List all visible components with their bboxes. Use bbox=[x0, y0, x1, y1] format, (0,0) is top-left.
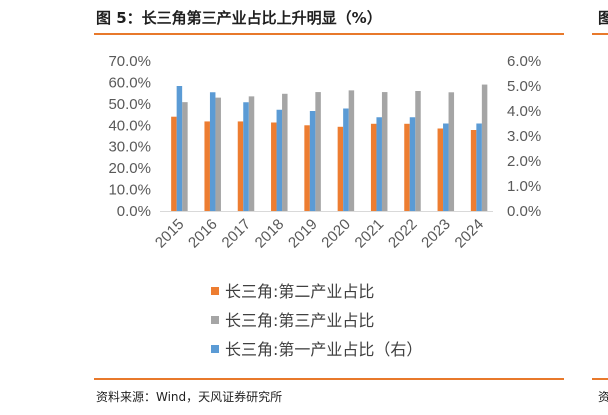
next-figure-source-divider bbox=[592, 378, 608, 380]
bar-tertiary-2023 bbox=[448, 92, 455, 211]
bar-primary-2017 bbox=[243, 102, 249, 211]
bar-secondary-2023 bbox=[437, 128, 444, 211]
legend-swatch bbox=[211, 287, 219, 295]
x-tick-label: 2020 bbox=[318, 216, 354, 252]
bar-primary-2024 bbox=[476, 123, 482, 211]
bar-secondary-2017 bbox=[237, 121, 244, 211]
bar-primary-2023 bbox=[443, 123, 449, 211]
figure-title: 图 5：长三角第三产业占比上升明显（%） bbox=[96, 9, 382, 27]
bar-secondary-2024 bbox=[470, 130, 477, 211]
legend-swatch bbox=[211, 345, 219, 353]
x-tick-label: 2021 bbox=[352, 216, 388, 252]
left-y-tick-label: 40.0% bbox=[108, 117, 151, 134]
bar-primary-2021 bbox=[376, 117, 382, 211]
bar-tertiary-2021 bbox=[381, 92, 388, 211]
bar-tertiary-2024 bbox=[481, 84, 488, 211]
bar-secondary-2022 bbox=[404, 123, 410, 211]
right-y-tick-label: 4.0% bbox=[507, 103, 541, 120]
bar-primary-2016 bbox=[209, 92, 216, 211]
bar-tertiary-2022 bbox=[415, 91, 421, 211]
legend-label: 长三角:第三产业占比 bbox=[225, 311, 374, 330]
x-tick-label: 2015 bbox=[152, 216, 188, 252]
x-tick-label: 2018 bbox=[252, 216, 288, 252]
right-y-tick-label: 6.0% bbox=[507, 53, 541, 70]
left-y-tick-label: 0.0% bbox=[117, 203, 151, 220]
bar-secondary-2021 bbox=[370, 123, 377, 211]
left-y-tick-label: 10.0% bbox=[108, 182, 151, 199]
x-tick-label: 2022 bbox=[385, 216, 421, 252]
legend-swatch bbox=[211, 316, 219, 324]
right-y-tick-label: 5.0% bbox=[507, 78, 541, 95]
bar-secondary-2019 bbox=[304, 125, 310, 211]
bar-primary-2015 bbox=[176, 86, 183, 211]
x-tick-label: 2017 bbox=[219, 216, 255, 252]
legend-label: 长三角:第一产业占比（右） bbox=[225, 340, 422, 359]
left-axis-ticks: 0.0% 10.0% 20.0% 30.0% 40.0% 50.0% 60.0% 70.0% bbox=[108, 53, 151, 220]
x-tick-label: 2024 bbox=[452, 216, 488, 252]
bar-secondary-2015 bbox=[171, 116, 177, 211]
right-y-tick-label: 1.0% bbox=[507, 178, 541, 195]
right-y-tick-label: 0.0% bbox=[507, 203, 541, 220]
x-tick-label: 2019 bbox=[285, 216, 321, 252]
bar-tertiary-2015 bbox=[182, 102, 188, 211]
next-figure-source-fragment: 资 bbox=[598, 390, 608, 404]
bar-tertiary-2019 bbox=[315, 92, 321, 211]
bar-tertiary-2016 bbox=[215, 97, 221, 211]
next-figure-title-fragment: 图 bbox=[598, 9, 608, 27]
x-tick-label: 2023 bbox=[418, 216, 454, 252]
left-y-tick-label: 30.0% bbox=[108, 139, 151, 156]
title-underline bbox=[94, 33, 564, 35]
left-y-tick-label: 60.0% bbox=[108, 74, 151, 91]
bar-secondary-2016 bbox=[204, 121, 210, 211]
bar-tertiary-2017 bbox=[248, 96, 255, 211]
bar-primary-2018 bbox=[276, 109, 283, 211]
right-y-tick-label: 3.0% bbox=[507, 128, 541, 145]
bar-tertiary-2018 bbox=[282, 93, 288, 211]
bar-primary-2019 bbox=[309, 111, 316, 211]
source-divider bbox=[94, 378, 564, 380]
x-tick-label: 2016 bbox=[185, 216, 221, 252]
source-note: 资料来源：Wind，天风证券研究所 bbox=[96, 390, 283, 404]
bar-secondary-2018 bbox=[271, 122, 277, 211]
bar-primary-2022 bbox=[409, 117, 416, 211]
left-y-tick-label: 20.0% bbox=[108, 160, 151, 177]
bars-layer bbox=[171, 84, 488, 211]
bar-tertiary-2020 bbox=[348, 90, 355, 211]
right-y-tick-label: 2.0% bbox=[507, 153, 541, 170]
next-figure-title-underline bbox=[592, 33, 608, 35]
bar-primary-2020 bbox=[343, 108, 349, 211]
left-y-tick-label: 70.0% bbox=[108, 53, 151, 70]
legend-label: 长三角:第二产业占比 bbox=[225, 282, 374, 301]
bar-secondary-2020 bbox=[337, 126, 344, 211]
left-y-tick-label: 50.0% bbox=[108, 96, 151, 113]
right-axis-ticks: 0.0% 1.0% 2.0% 3.0% 4.0% 5.0% 6.0% bbox=[507, 53, 541, 220]
